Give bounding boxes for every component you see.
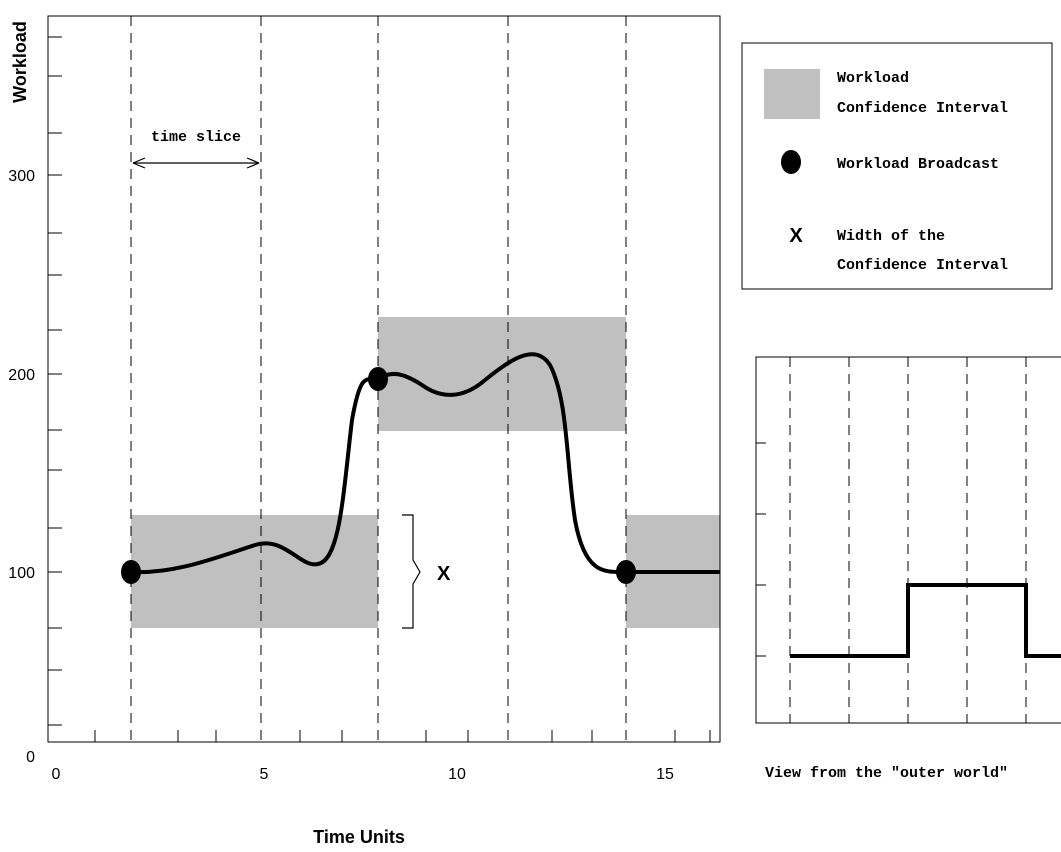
y-tick-label: 300 bbox=[8, 168, 35, 185]
x-tick-label: 15 bbox=[656, 766, 674, 783]
broadcast-point bbox=[121, 560, 141, 584]
legend-broadcast-label: Workload Broadcast bbox=[837, 156, 999, 173]
legend-interval-swatch bbox=[764, 69, 820, 119]
legend-broadcast-marker bbox=[781, 150, 801, 174]
inset-gridlines bbox=[789, 357, 1027, 723]
broadcast-point bbox=[616, 560, 636, 584]
x-ticks bbox=[94, 730, 711, 742]
y-tick-label: 0 bbox=[26, 749, 35, 766]
interval-width-brace: X bbox=[402, 514, 451, 629]
interval-width-label: X bbox=[437, 563, 451, 585]
legend: Workload Confidence Interval Workload Br… bbox=[741, 42, 1053, 290]
x-tick-label: 5 bbox=[260, 766, 269, 783]
confidence-interval-2 bbox=[378, 317, 626, 431]
time-slice-annotation: time slice bbox=[132, 129, 260, 169]
legend-interval-label-2: Confidence Interval bbox=[837, 100, 1008, 117]
outer-world-inset: View from the "outer world" bbox=[755, 356, 1061, 782]
inset-caption: View from the "outer world" bbox=[765, 765, 1008, 782]
x-tick-label: 0 bbox=[52, 766, 61, 783]
x-tick-label: 10 bbox=[448, 766, 466, 783]
legend-width-label-2: Confidence Interval bbox=[837, 257, 1008, 274]
main-plot: 0 100 200 300 0 5 10 15 Workload Time Un… bbox=[8, 15, 721, 847]
inset-y-ticks bbox=[756, 442, 766, 657]
x-axis-title: Time Units bbox=[313, 827, 405, 847]
time-slice-label: time slice bbox=[151, 129, 241, 146]
legend-width-label-1: Width of the bbox=[837, 228, 945, 245]
legend-width-symbol: X bbox=[789, 225, 803, 247]
inset-step-curve bbox=[790, 583, 1061, 658]
workload-curve bbox=[130, 352, 720, 575]
inset-frame bbox=[755, 356, 1061, 724]
y-tick-label: 100 bbox=[8, 565, 35, 582]
broadcast-point bbox=[368, 367, 388, 391]
y-ticks bbox=[48, 36, 62, 726]
y-tick-label: 200 bbox=[8, 367, 35, 384]
y-axis-title: Workload bbox=[10, 21, 30, 103]
legend-interval-label-1: Workload bbox=[837, 70, 909, 87]
plot-frame bbox=[47, 15, 721, 743]
